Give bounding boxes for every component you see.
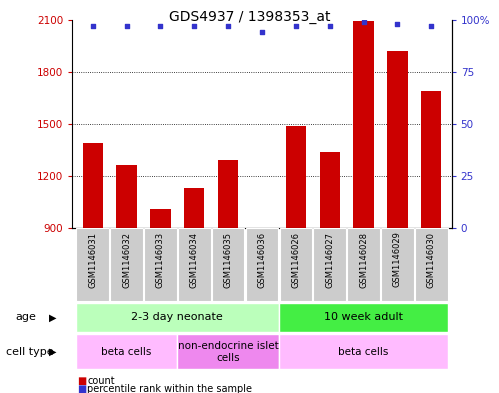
Bar: [319, 152, 340, 228]
Point: [258, 29, 266, 35]
Bar: [415, 228, 448, 301]
Text: GSM1146031: GSM1146031: [88, 231, 97, 288]
Text: ■: ■: [77, 384, 87, 393]
Text: percentile rank within the sample: percentile rank within the sample: [87, 384, 252, 393]
Bar: [212, 228, 245, 301]
Text: beta cells: beta cells: [338, 347, 389, 357]
Bar: [218, 160, 239, 228]
Point: [326, 23, 334, 29]
Point: [156, 23, 164, 29]
Text: non-endocrine islet
cells: non-endocrine islet cells: [178, 341, 278, 362]
Bar: [246, 228, 278, 301]
Text: age: age: [15, 312, 36, 322]
Point: [190, 23, 198, 29]
Text: ▶: ▶: [48, 347, 56, 357]
Bar: [279, 334, 448, 369]
Point: [224, 23, 232, 29]
Point: [427, 23, 435, 29]
Bar: [76, 334, 177, 369]
Bar: [252, 228, 272, 233]
Point: [360, 18, 368, 25]
Bar: [178, 228, 211, 301]
Text: GSM1146035: GSM1146035: [224, 231, 233, 288]
Bar: [144, 228, 177, 301]
Text: ■: ■: [77, 376, 87, 386]
Bar: [381, 228, 414, 301]
Bar: [177, 334, 279, 369]
Text: GSM1146033: GSM1146033: [156, 231, 165, 288]
Text: GSM1146032: GSM1146032: [122, 231, 131, 288]
Text: GDS4937 / 1398353_at: GDS4937 / 1398353_at: [169, 10, 330, 24]
Bar: [285, 125, 306, 228]
Bar: [279, 228, 312, 301]
Text: 10 week adult: 10 week adult: [324, 312, 403, 322]
Bar: [421, 91, 442, 228]
Bar: [76, 303, 279, 332]
Bar: [387, 51, 408, 228]
Bar: [82, 143, 103, 228]
Bar: [279, 303, 448, 332]
Bar: [110, 228, 143, 301]
Text: count: count: [87, 376, 115, 386]
Bar: [150, 209, 171, 228]
Text: GSM1146036: GSM1146036: [257, 231, 266, 288]
Text: GSM1146034: GSM1146034: [190, 231, 199, 288]
Text: GSM1146027: GSM1146027: [325, 231, 334, 288]
Point: [292, 23, 300, 29]
Point: [393, 21, 401, 27]
Bar: [353, 21, 374, 228]
Text: GSM1146028: GSM1146028: [359, 231, 368, 288]
Text: ▶: ▶: [48, 312, 56, 322]
Text: GSM1146029: GSM1146029: [393, 231, 402, 287]
Text: beta cells: beta cells: [101, 347, 152, 357]
Bar: [313, 228, 346, 301]
Bar: [184, 188, 205, 228]
Text: GSM1146030: GSM1146030: [427, 231, 436, 288]
Point: [123, 23, 131, 29]
Text: 2-3 day neonate: 2-3 day neonate: [131, 312, 223, 322]
Bar: [76, 228, 109, 301]
Text: GSM1146026: GSM1146026: [291, 231, 300, 288]
Bar: [347, 228, 380, 301]
Text: cell type: cell type: [6, 347, 53, 357]
Bar: [116, 165, 137, 228]
Point: [89, 23, 97, 29]
